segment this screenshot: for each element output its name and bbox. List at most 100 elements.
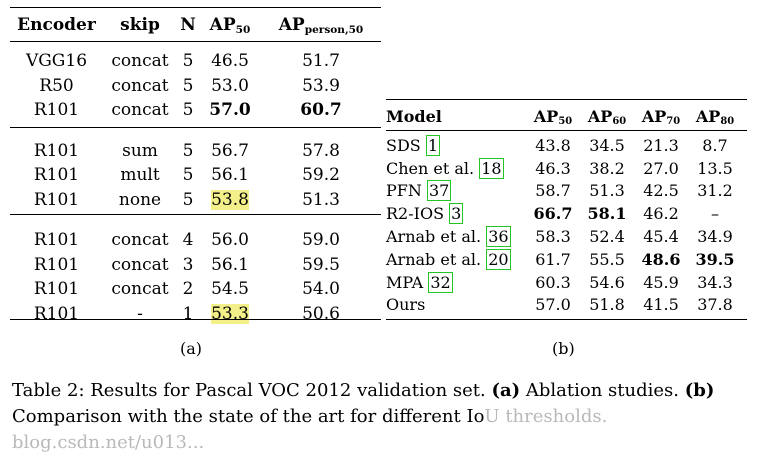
cell-ap50: 58.3 [535,227,571,247]
citation-link[interactable]: 20 [486,248,511,270]
cell-ap-person50: 59.2 [302,165,340,186]
cell-ap50: 53.3 [199,302,261,327]
cell-ap70: 27.0 [643,158,679,178]
table-b-top-rule [386,99,747,101]
cell-ap50: 53.0 [211,75,249,96]
cell-model: Ours [386,295,426,315]
cell-ap60: 51.3 [589,181,625,201]
cell-ap70: 48.6 [641,249,681,269]
cell-ap-person50: 60.7 [300,100,342,121]
cell-model: SDS 1 [386,134,441,156]
cell-n: 3 [182,254,194,275]
cell-skip: - [137,303,143,324]
table-row: R50 concat 5 53.0 53.9 [10,74,381,99]
cell-ap50: 56.7 [211,140,249,161]
cell-ap60: 54.6 [589,272,625,292]
highlighted-value: 53.3 [211,303,249,324]
cell-skip: concat [111,100,169,121]
table-a-group-rule-2 [10,214,381,215]
cell-ap-person50: 50.6 [302,303,340,324]
cell-encoder: VGG16 [25,51,88,72]
table-b-bottom-rule [386,319,747,321]
cell-ap50: 57.0 [535,295,571,315]
cell-encoder: R101 [33,100,80,121]
cell-ap60: 34.5 [589,135,625,155]
cell-ap70: 46.2 [643,204,679,224]
citation-link[interactable]: 36 [486,226,511,248]
cell-ap-person50: 53.9 [302,75,340,96]
cell-model: R2-IOS 3 [386,203,464,225]
cell-ap50: 46.3 [535,158,571,178]
cell-ap80: 37.8 [697,295,733,315]
cell-n: 1 [182,303,194,324]
cell-skip: concat [111,230,169,251]
table-a-header-n: N [180,14,196,35]
table-a-top-rule [10,7,381,9]
table-a-group-rule-1 [10,127,381,128]
cell-ap-person50: 57.8 [302,140,340,161]
table-row: R101 concat 2 54.5 54.0 [10,277,381,302]
citation-link[interactable]: 32 [428,271,453,293]
table-a-label: (a) [180,339,203,358]
table-a-header-rule [10,41,381,42]
cell-ap50: 58.7 [535,181,571,201]
caption-marker-a: (a) [491,380,521,401]
table-b-header-ap70: AP70 [641,106,681,128]
table-row: Arnab et al. 36 58.3 52.4 45.4 34.9 [386,225,742,248]
table-a-header-encoder: Encoder [17,14,96,35]
cell-model: MPA 32 [386,271,453,293]
cell-encoder: R101 [33,140,80,161]
cell-ap50: 43.8 [535,135,571,155]
cell-n: 5 [182,165,194,186]
cell-model: Arnab et al. 20 [386,248,511,270]
cell-ap-person50: 51.3 [302,189,340,210]
citation-link[interactable]: 3 [449,203,464,225]
cell-ap50: 61.7 [535,249,571,269]
table-row: R101 concat 5 57.0 60.7 [10,98,381,123]
cell-ap70: 45.4 [643,227,679,247]
table-row: MPA 32 60.3 54.6 45.9 34.3 [386,271,742,294]
table-b-header-ap50: AP50 [533,106,573,128]
table-row: R101 concat 4 56.0 59.0 [10,228,381,253]
cell-ap-person50: 59.0 [302,230,340,251]
table-a-header-skip: skip [120,14,160,35]
cell-ap60: 38.2 [589,158,625,178]
cell-ap70: 42.5 [643,181,679,201]
cell-encoder: R101 [33,303,80,324]
table-a-header-ap-person50: APperson,50 [278,14,364,36]
table-row: R101 concat 3 56.1 59.5 [10,253,381,278]
cell-ap-person50: 59.5 [302,254,340,275]
table-b-header-ap60: AP60 [587,106,627,128]
cell-ap50: 53.8 [199,188,261,213]
cell-ap50: 56.0 [211,230,249,251]
cell-encoder: R101 [33,230,80,251]
cell-ap70: 45.9 [643,272,679,292]
cell-model: Arnab et al. 36 [386,226,511,248]
table-caption: Table 2: Results for Pascal VOC 2012 val… [12,378,778,456]
table-row: SDS 1 43.8 34.5 21.3 8.7 [386,134,742,157]
cell-ap70: 21.3 [643,135,679,155]
cell-skip: concat [111,254,169,275]
citation-link[interactable]: 1 [425,134,441,156]
citation-link[interactable]: 37 [426,180,452,202]
table-row: PFN 37 58.7 51.3 42.5 31.2 [386,180,742,203]
cell-n: 5 [182,189,194,210]
cell-encoder: R101 [33,189,80,210]
cell-encoder: R50 [39,75,74,96]
cell-skip: mult [120,165,160,186]
cell-ap60: 51.8 [589,295,625,315]
cell-ap50: 46.5 [211,51,249,72]
cell-encoder: R101 [33,279,80,300]
table-row: R101 none 5 53.8 51.3 [10,188,381,213]
cell-ap80: 39.5 [695,249,735,269]
table-b-header-ap80: AP80 [695,106,735,128]
cell-ap70: 41.5 [643,295,679,315]
table-b-header-row: Model AP50 AP60 AP70 AP80 [386,102,742,130]
cell-ap50: 57.0 [209,100,251,121]
cell-skip: concat [111,279,169,300]
cell-ap50: 56.1 [211,165,249,186]
cell-encoder: R101 [33,254,80,275]
cell-n: 5 [182,100,194,121]
table-row: Chen et al. 18 46.3 38.2 27.0 13.5 [386,157,742,180]
citation-link[interactable]: 18 [479,157,504,179]
